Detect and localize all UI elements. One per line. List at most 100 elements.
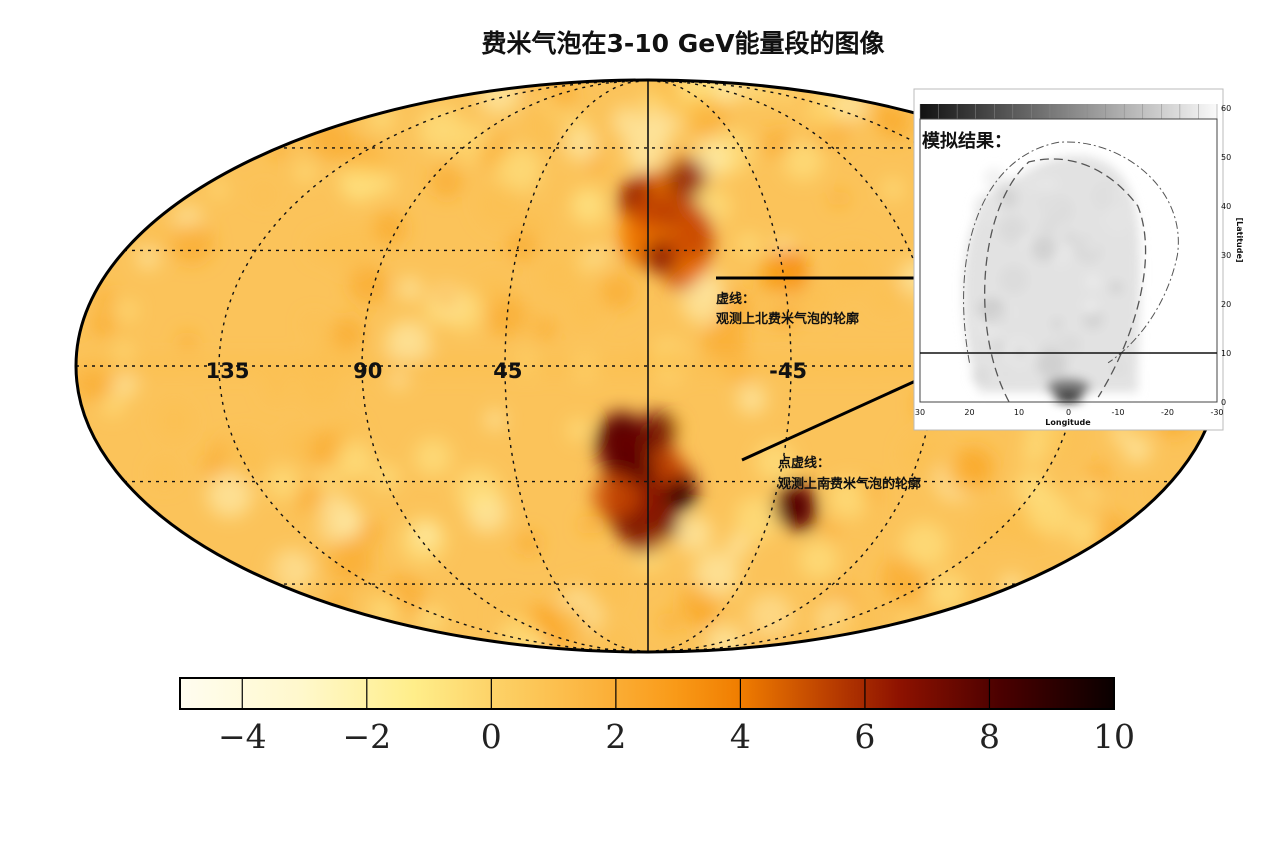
- inset-texture-blob: [1000, 368, 1012, 379]
- texture-blob: [279, 427, 315, 462]
- inset-texture-blob: [1051, 318, 1063, 330]
- inset-x-tick-label: 20: [964, 408, 974, 417]
- colorbar-dividers: [241, 678, 991, 709]
- inset-texture-blob: [1060, 334, 1081, 356]
- texture-blob: [137, 247, 159, 270]
- texture-blob: [1087, 462, 1111, 486]
- colorbar-tick-label: 4: [730, 717, 751, 756]
- texture-blob: [828, 247, 876, 295]
- texture-blob: [537, 253, 583, 300]
- inset-texture-blob: [973, 192, 1004, 223]
- texture-blob: [417, 605, 445, 634]
- texture-blob: [476, 180, 525, 229]
- inset-texture-blob: [1110, 359, 1127, 376]
- longitude-tick-label: 90: [353, 359, 382, 383]
- texture-blob: [585, 573, 624, 612]
- inset-x-axis-label: Longitude: [1045, 418, 1091, 427]
- texture-blob: [928, 572, 967, 612]
- texture-blob: [580, 515, 600, 535]
- inset-x-tick-label: 30: [915, 408, 925, 417]
- texture-blob: [834, 89, 868, 123]
- texture-blob: [102, 395, 124, 417]
- bubble-emission-blob: [592, 472, 640, 521]
- texture-blob: [348, 264, 389, 305]
- texture-blob: [373, 211, 407, 245]
- texture-blob: [736, 384, 767, 414]
- texture-blob: [210, 181, 227, 198]
- texture-blob: [901, 522, 948, 569]
- texture-blob: [222, 431, 269, 478]
- texture-blob: [611, 106, 643, 137]
- longitude-tick-label: 45: [493, 359, 522, 383]
- bubble-emission-blob: [666, 157, 707, 198]
- longitude-gridline: [647, 80, 1078, 652]
- colorbar-tick-labels: −4 −2 0 2 4 6 8 10: [218, 717, 1135, 756]
- bubble-emission-blob: [646, 423, 667, 444]
- annotation-south: 点虚线： 观测上南费米气泡的轮廓: [778, 455, 921, 492]
- texture-blob: [207, 472, 253, 518]
- inset-y-tick-label: 0: [1221, 398, 1226, 407]
- longitude-gridline: [218, 80, 649, 652]
- texture-blob: [262, 374, 291, 403]
- colorbar: −4 −2 0 2 4 6 8 10: [179, 677, 1135, 756]
- colorbar-tick-label: 10: [1093, 717, 1135, 756]
- texture-blob: [690, 604, 715, 628]
- texture-blob: [823, 521, 840, 539]
- texture-blob: [624, 123, 670, 168]
- bubble-emission-blob: [631, 193, 671, 232]
- texture-blob: [340, 165, 378, 203]
- colorbar-tick-label: 8: [979, 717, 1000, 756]
- texture-blob: [758, 300, 779, 322]
- inset-core-dark: [1054, 392, 1083, 403]
- plane-band-blob: [76, 357, 118, 375]
- colorbar-gradient: [179, 677, 1115, 710]
- texture-blob: [706, 624, 744, 652]
- colorbar-tick-label: 0: [481, 717, 502, 756]
- texture-blob: [298, 366, 343, 410]
- bubble-emission-blob: [666, 194, 691, 219]
- inset-y-tick-labels: 0 10 20 30 40 50 60: [1221, 104, 1231, 407]
- colorbar-tick-label: 6: [854, 717, 875, 756]
- texture-blob: [94, 288, 115, 308]
- inset-y-axis-label: [Latitude]: [1235, 217, 1244, 262]
- texture-blob: [675, 515, 713, 553]
- texture-blob: [310, 544, 337, 571]
- texture-blob: [660, 612, 680, 632]
- texture-blob: [114, 374, 137, 398]
- figure-title: 费米气泡在3-10 GeV能量段的图像: [481, 29, 884, 58]
- texture-blob: [717, 289, 753, 326]
- texture-blob: [202, 454, 227, 479]
- texture-blob: [586, 155, 605, 174]
- annotation-south-text: 观测上南费米气泡的轮廓: [778, 476, 921, 492]
- bubble-emission-blob: [669, 217, 714, 263]
- inset-title: 模拟结果：: [922, 130, 1012, 152]
- texture-blob: [327, 225, 375, 273]
- inset-texture-blob: [1091, 181, 1122, 212]
- texture-blob: [795, 279, 836, 320]
- texture-blob: [178, 331, 197, 350]
- inset-texture-blob: [992, 311, 1008, 326]
- longitude-gridline: [504, 80, 649, 652]
- colorbar-tick-label: 2: [605, 717, 626, 756]
- emission-texture: [76, 80, 1220, 652]
- texture-blob: [564, 129, 597, 161]
- inset-y-tick-label: 50: [1221, 153, 1231, 162]
- texture-blob: [570, 188, 609, 227]
- texture-blob: [880, 555, 929, 604]
- texture-blob: [455, 468, 501, 513]
- texture-blob: [642, 88, 667, 114]
- annotation-north-label: 虚线：: [716, 291, 755, 307]
- texture-blob: [302, 507, 329, 534]
- inset-x-tick-label: 10: [1014, 408, 1024, 417]
- coordinate-grid: [76, 80, 1220, 652]
- inset-texture-blob: [1084, 236, 1101, 253]
- texture-blob: [334, 441, 374, 480]
- texture-blob: [506, 230, 538, 262]
- inset-grayscale-ticks: [919, 104, 1218, 119]
- inset-texture-blob: [983, 167, 1005, 189]
- texture-blob: [398, 277, 422, 301]
- longitude-tick-label: -45: [769, 359, 807, 383]
- inset-y-tick-label: 30: [1221, 251, 1231, 260]
- texture-blob: [418, 107, 464, 152]
